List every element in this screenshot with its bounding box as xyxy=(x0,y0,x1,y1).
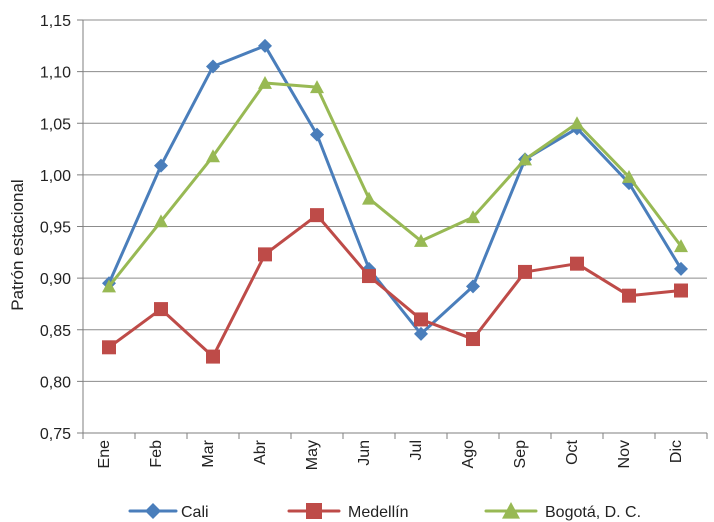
series-0-point-7 xyxy=(466,279,480,294)
x-tick-label-abr: Abr xyxy=(252,439,269,465)
series-0-point-3 xyxy=(258,38,272,53)
series-1-point-11 xyxy=(674,283,688,298)
y-tick-label-7: 1,10 xyxy=(40,65,71,82)
x-tick-label-ene: Ene xyxy=(96,440,113,469)
series-1-point-1 xyxy=(154,302,168,317)
x-tick-label-jul: Jul xyxy=(408,440,425,460)
series-2-point-5 xyxy=(362,191,376,205)
series-2-point-1 xyxy=(154,214,168,228)
series-line-2 xyxy=(107,81,683,288)
y-tick-label-2: 0,85 xyxy=(40,323,71,340)
y-tick-label-0: 0,75 xyxy=(40,426,71,443)
series-2-point-7 xyxy=(466,210,480,224)
series-1-point-10 xyxy=(622,288,636,303)
series-0-point-11 xyxy=(674,261,688,276)
legend-marker-1 xyxy=(306,503,322,519)
series-2-point-6 xyxy=(414,233,428,247)
series-2-point-9 xyxy=(570,116,584,130)
series-2-point-2 xyxy=(206,149,220,163)
series-1-point-7 xyxy=(466,332,480,347)
series-1-point-5 xyxy=(362,269,376,284)
x-tick-label-sep: Sep xyxy=(512,440,529,469)
x-tick-label-feb: Feb xyxy=(148,440,165,468)
legend-label-0: Cali xyxy=(181,504,209,521)
y-tick-label-8: 1,15 xyxy=(40,13,71,30)
x-tick-label-jun: Jun xyxy=(356,440,373,466)
series-1-point-2 xyxy=(206,349,220,364)
legend-marker-0 xyxy=(145,503,161,519)
y-tick-label-3: 0,90 xyxy=(40,271,71,288)
series-0-point-4 xyxy=(310,127,324,142)
x-tick-label-ago: Ago xyxy=(460,440,477,469)
series-1-point-6 xyxy=(414,312,428,327)
x-tick-label-nov: Nov xyxy=(616,440,633,468)
series-line-0 xyxy=(107,44,683,336)
legend-label-1: Medellín xyxy=(348,504,408,521)
series-0-point-1 xyxy=(154,158,168,173)
series-line-1 xyxy=(107,213,683,359)
legend: Cali Medellín Bogotá, D. C. xyxy=(128,502,641,521)
legend-label-2: Bogotá, D. C. xyxy=(545,504,641,521)
series-1-point-9 xyxy=(570,256,584,271)
series-1-point-3 xyxy=(258,247,272,262)
series-0-point-2 xyxy=(206,59,220,74)
y-tick-label-6: 1,05 xyxy=(40,116,71,133)
x-tick-label-dic: Dic xyxy=(668,440,685,463)
series-1-point-4 xyxy=(310,208,324,223)
series-1-point-8 xyxy=(518,264,532,279)
series-layer xyxy=(102,38,688,364)
y-tick-label-5: 1,00 xyxy=(40,168,71,185)
series-2-point-3 xyxy=(258,75,272,89)
x-tick-label-oct: Oct xyxy=(564,439,581,464)
grid-layer xyxy=(83,19,707,434)
x-tick-label-may: May xyxy=(304,440,321,470)
y-axis-title: Patrón estacional xyxy=(8,179,27,310)
y-tick-label-1: 0,80 xyxy=(40,374,71,391)
x-tick-label-mar: Mar xyxy=(200,439,217,467)
series-2-point-4 xyxy=(310,80,324,94)
axis-layer: 0,75 0,80 0,85 0,90 0,95 1,00 1,05 1,10 1,15 Ene F… xyxy=(40,13,708,470)
series-2-point-11 xyxy=(674,239,688,253)
series-1-point-0 xyxy=(102,340,116,355)
legend-marker-2 xyxy=(502,502,520,519)
y-tick-label-4: 0,95 xyxy=(40,220,71,237)
series-2-point-10 xyxy=(622,169,636,183)
series-2-point-8 xyxy=(518,152,532,166)
series-2-point-0 xyxy=(102,279,116,293)
series-0-point-6 xyxy=(414,326,428,341)
